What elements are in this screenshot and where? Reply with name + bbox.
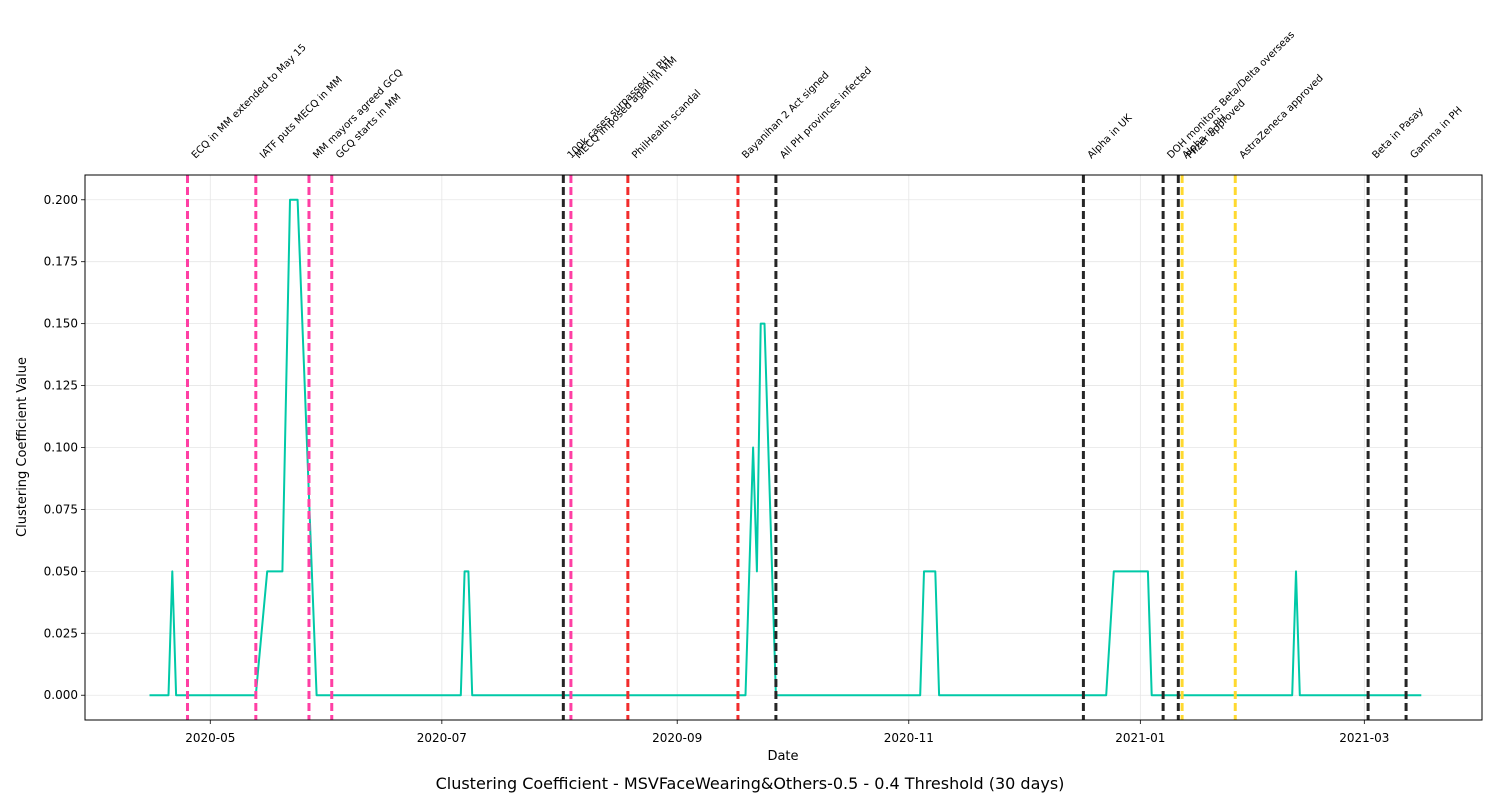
x-axis: 2020-05 2020-07 2020-09 2020-11 2021-01 2021-… [185,720,1389,745]
y-tick-label: 0.175 [44,255,78,269]
y-axis: 0.000 0.025 0.050 0.075 0.100 0.125 0.150 0.175… [44,193,85,702]
x-axis-label: Date [767,749,798,764]
y-tick-label: 0.000 [44,688,78,702]
x-tick-label: 2020-09 [652,731,702,745]
grid [85,175,1482,720]
x-tick-label: 2020-11 [884,731,934,745]
y-tick-label: 0.075 [44,502,78,516]
y-tick-label: 0.100 [44,441,78,455]
x-tick-label: 2021-01 [1115,731,1165,745]
series-layer [149,198,1422,697]
x-tick-label: 2021-03 [1339,731,1389,745]
y-axis-label: Clustering Coefficient Value [15,357,30,537]
x-tick-label: 2020-07 [417,731,467,745]
y-tick-label: 0.125 [44,379,78,393]
events-layer [185,175,1408,720]
y-tick-label: 0.025 [44,626,78,640]
y-tick-label: 0.050 [44,564,78,578]
x-tick-label: 2020-05 [185,731,235,745]
y-tick-label: 0.200 [44,193,78,207]
y-tick-label: 0.150 [44,317,78,331]
series-line [149,198,1422,697]
chart-title: Clustering Coefficient - MSVFaceWearing&… [436,774,1065,793]
